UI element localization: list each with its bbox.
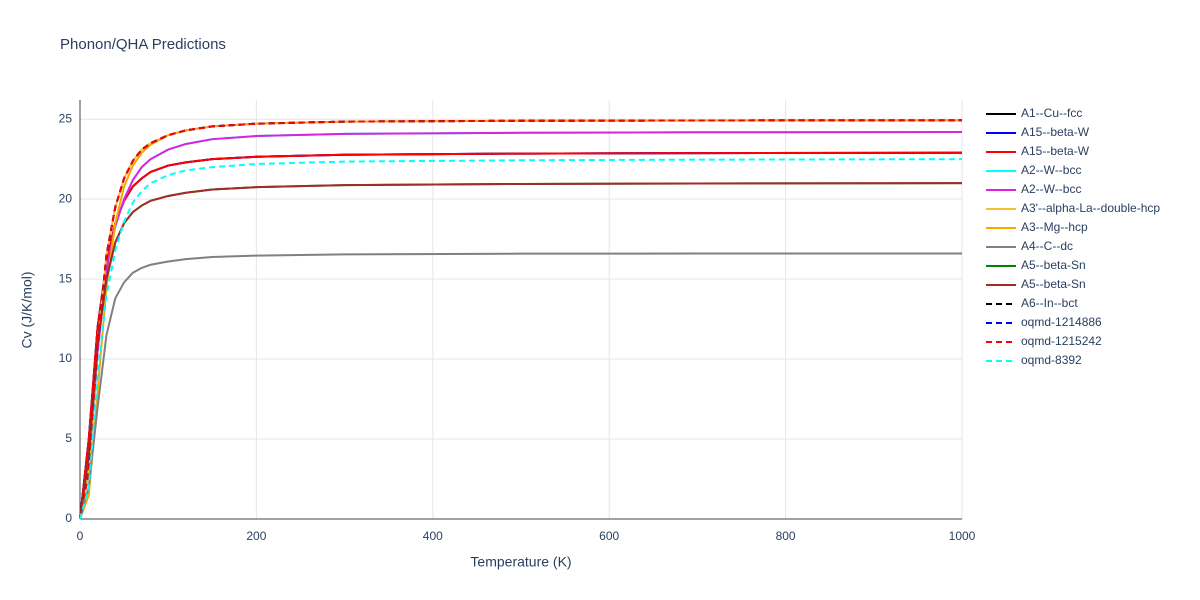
series-line [79,151,963,520]
legend-label: A2--W--bcc [1021,163,1081,177]
series-line [79,182,963,520]
x-tick-label: 800 [776,529,796,543]
x-tick-label: 400 [423,529,443,543]
legend-label: A5--beta-Sn [1021,277,1086,291]
x-tick-label: 1000 [949,529,976,543]
legend-label: A5--beta-Sn [1021,258,1086,272]
x-tick-label: 200 [246,529,266,543]
legend-label: A3'--alpha-La--double-hcp [1021,201,1160,215]
legend-label: A3--Mg--hcp [1021,220,1088,234]
legend-label: A1--Cu--fcc [1021,106,1082,120]
legend-label: A2--W--bcc [1021,182,1081,196]
x-tick-label: 0 [77,529,84,543]
series-line [79,151,963,520]
series-line [79,119,963,520]
legend-label: oqmd-1214886 [1021,315,1102,329]
legend-label: A15--beta-W [1021,144,1090,158]
series-line [79,158,963,520]
y-tick-label: 15 [59,271,73,285]
legend-label: A15--beta-W [1021,125,1090,139]
legend-label: oqmd-1215242 [1021,334,1102,348]
chart-title: Phonon/QHA Predictions [60,36,226,53]
series-line [79,119,963,520]
legend-label: A6--In--bct [1021,296,1078,310]
series-line [79,119,963,520]
series-line [79,252,962,520]
series-line [79,182,963,520]
series-line [79,119,963,520]
y-axis-title: Cv (J/K/mol) [19,272,35,349]
y-tick-label: 20 [59,191,73,205]
y-tick-label: 10 [59,351,73,365]
legend-label: A4--C--dc [1021,239,1073,253]
y-tick-label: 0 [65,511,72,525]
series-line [79,119,963,520]
x-axis-title: Temperature (K) [470,554,571,570]
x-tick-label: 600 [599,529,619,543]
legend-label: oqmd-8392 [1021,353,1082,367]
y-tick-label: 25 [59,111,73,125]
y-tick-label: 5 [65,431,72,445]
series-line [79,151,963,520]
